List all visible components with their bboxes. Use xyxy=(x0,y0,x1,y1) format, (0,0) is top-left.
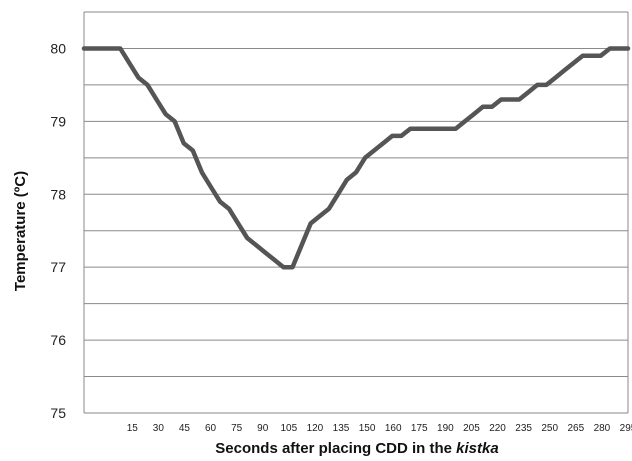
x-tick-label: 220 xyxy=(489,423,506,434)
x-tick-label: 120 xyxy=(307,423,324,434)
x-tick-label: 45 xyxy=(179,423,191,434)
temperature-series-line xyxy=(81,46,631,270)
x-tick-labels: 15 30 45 60 75 90 105 120 135 150 160 175 190 205 220 2… xyxy=(127,423,632,434)
x-tick-label: 135 xyxy=(333,423,350,434)
y-tick-labels: 75 76 77 78 79 80 xyxy=(50,40,66,421)
y-axis-label: Temperature (ºC) xyxy=(12,171,29,291)
y-tick-label: 78 xyxy=(50,186,66,202)
y-tick-label: 79 xyxy=(50,113,66,129)
x-tick-label: 235 xyxy=(515,423,532,434)
x-tick-label: 295 xyxy=(620,423,632,434)
x-tick-label: 160 xyxy=(385,423,402,434)
x-tick-label: 150 xyxy=(359,423,376,434)
x-tick-label: 205 xyxy=(463,423,480,434)
y-tick-label: 76 xyxy=(50,332,66,348)
x-tick-label: 60 xyxy=(205,423,217,434)
x-tick-label: 265 xyxy=(567,423,584,434)
y-tick-label: 77 xyxy=(50,259,66,275)
x-tick-label: 250 xyxy=(541,423,558,434)
x-tick-label: 30 xyxy=(153,423,165,434)
x-tick-label: 75 xyxy=(231,423,243,434)
x-axis-label-emphasis: kistka xyxy=(456,440,499,457)
y-tick-label: 80 xyxy=(50,40,66,56)
y-tick-label: 75 xyxy=(50,405,66,421)
x-tick-label: 190 xyxy=(437,423,454,434)
x-tick-label: 15 xyxy=(127,423,139,434)
gridlines xyxy=(83,11,629,414)
x-axis-label-text: Seconds after placing CDD in the xyxy=(215,440,456,457)
x-tick-label: 90 xyxy=(257,423,269,434)
x-tick-label: 105 xyxy=(280,423,297,434)
x-tick-label: 175 xyxy=(411,423,428,434)
x-axis-label: Seconds after placing CDD in the kistka xyxy=(215,440,498,457)
x-tick-label: 280 xyxy=(594,423,611,434)
